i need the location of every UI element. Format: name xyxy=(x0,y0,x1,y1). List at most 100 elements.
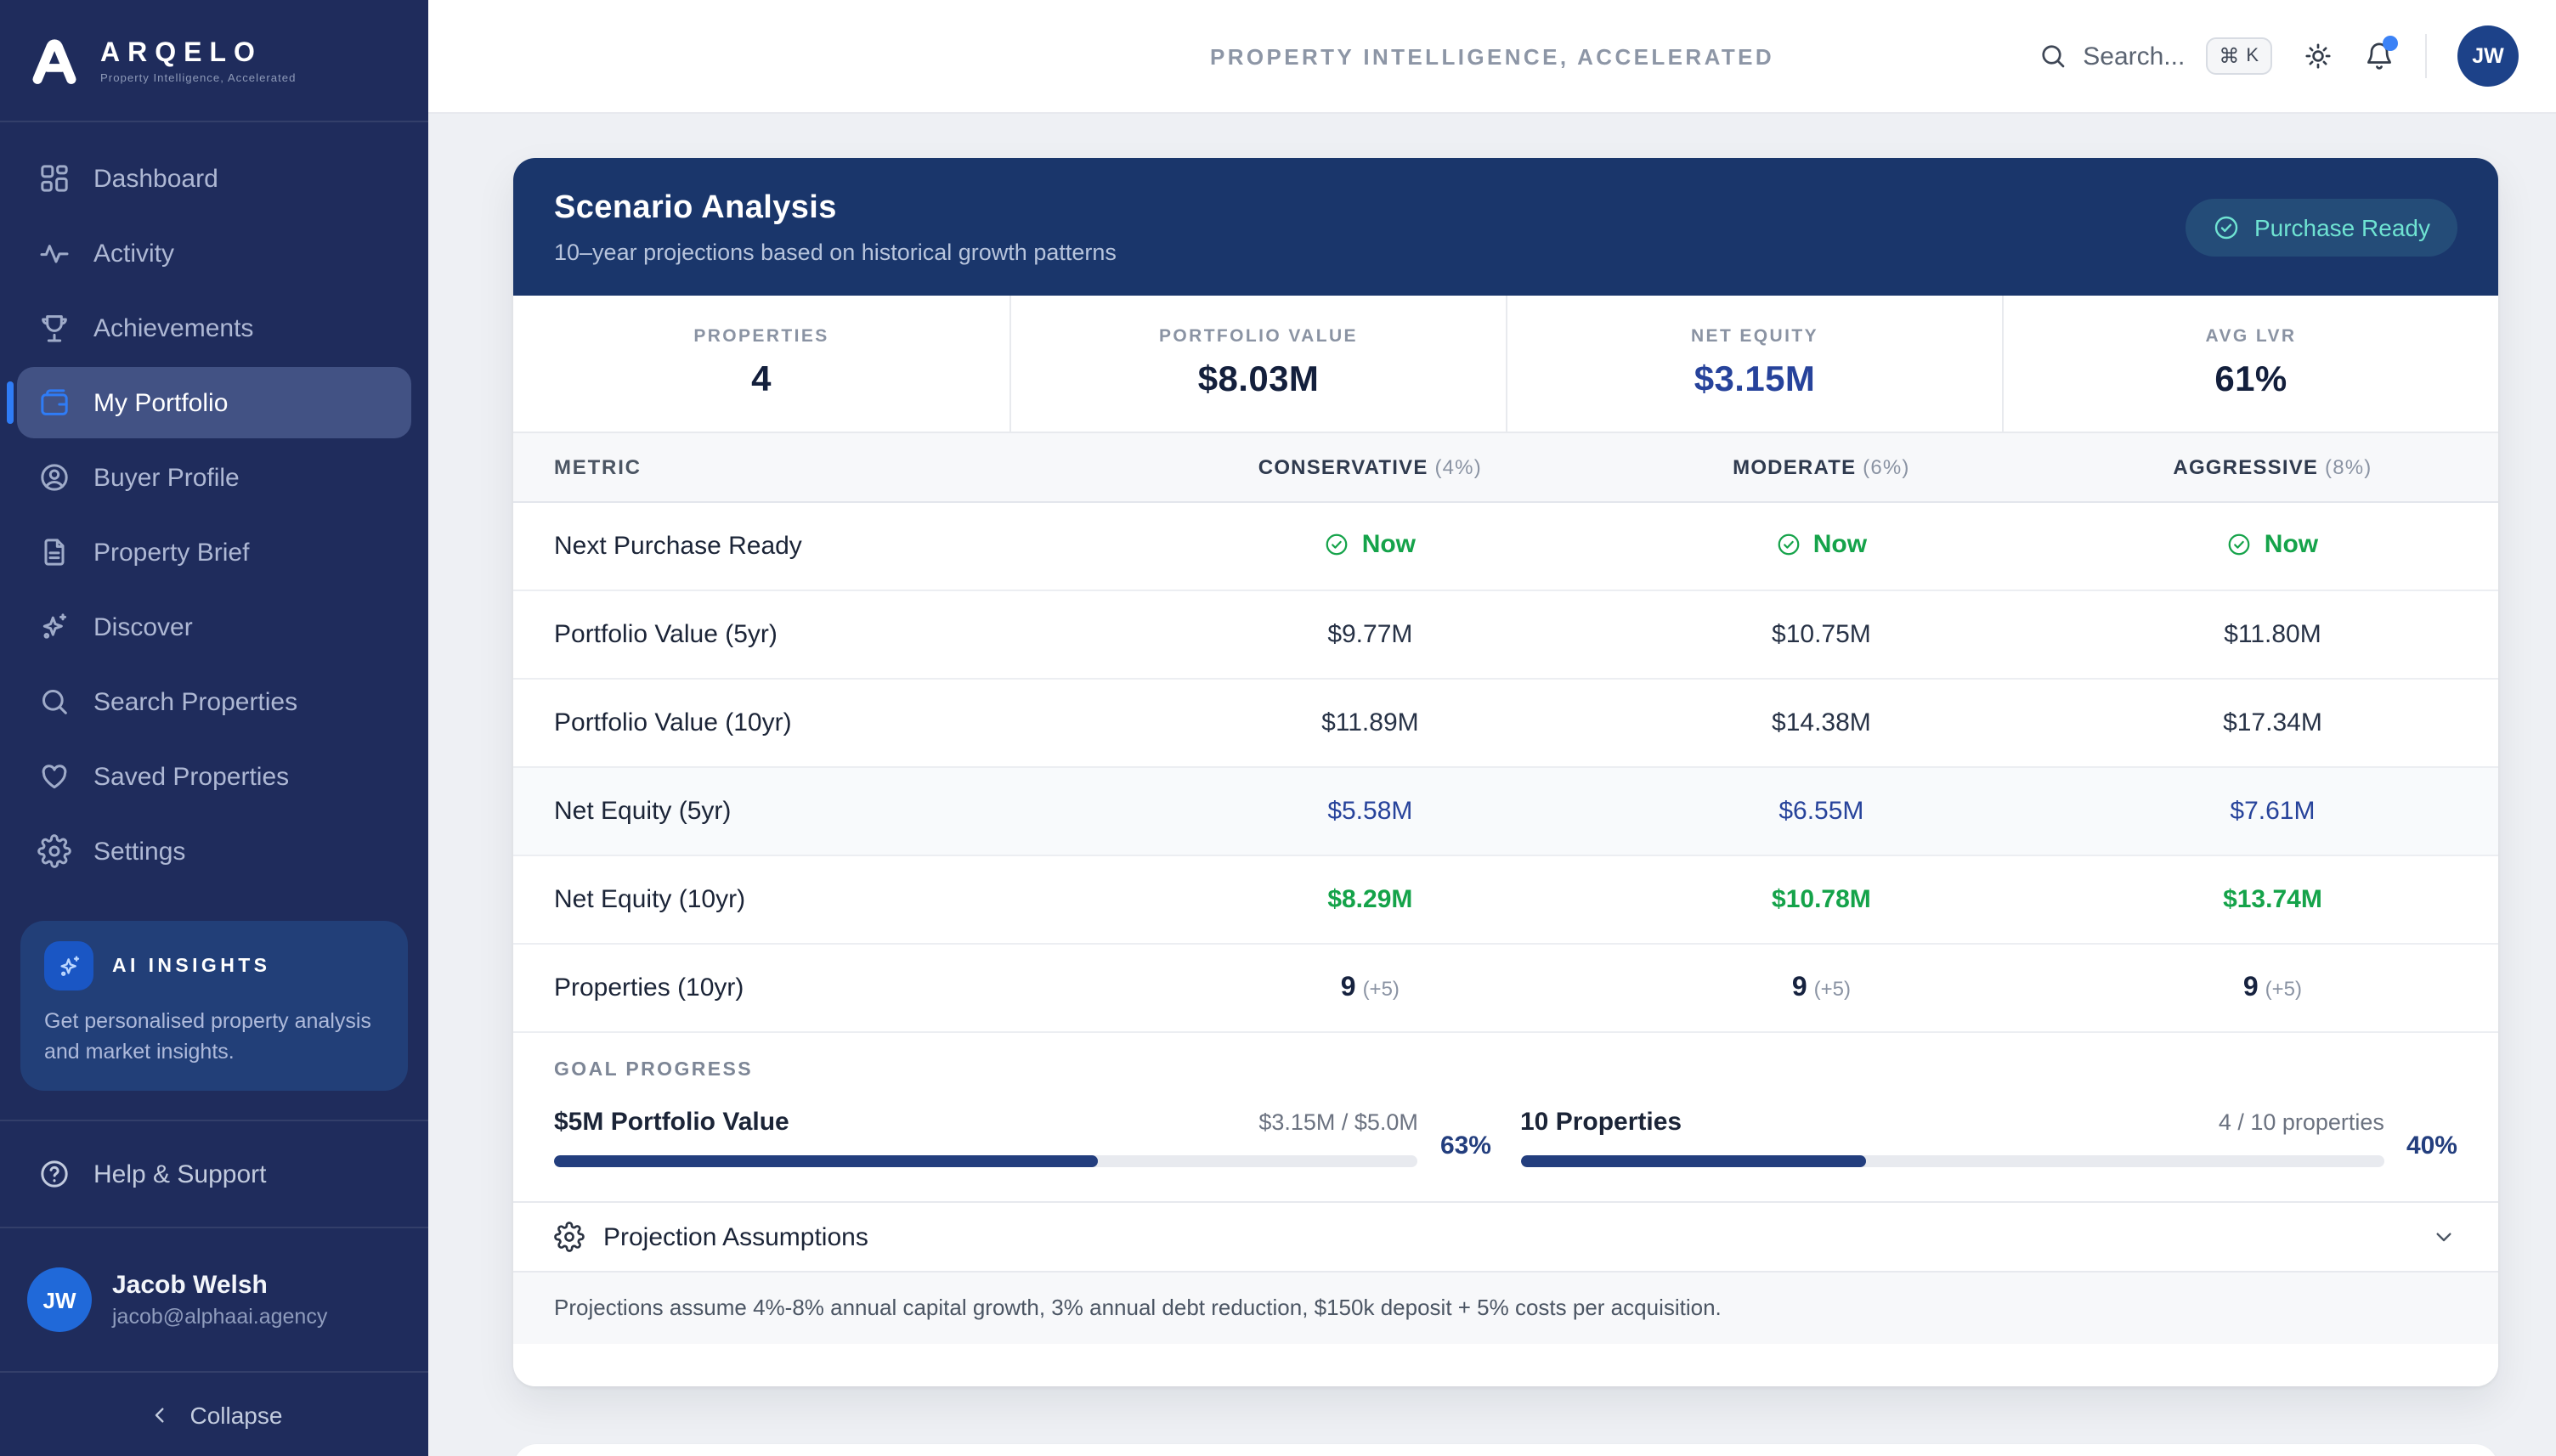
goal-progress-bar xyxy=(1520,1155,2384,1167)
wallet-icon xyxy=(37,386,71,420)
sidebar-item-help-support[interactable]: Help & Support xyxy=(0,1120,428,1227)
assumptions-note: Projections assume 4%-8% annual capital … xyxy=(513,1273,2498,1344)
goal-progress-section: GOAL PROGRESS $5M Portfolio Value $3.15M… xyxy=(513,1033,2498,1201)
goal-progress-label: $3.15M / $5.0M xyxy=(1258,1109,1418,1135)
gear-icon xyxy=(37,834,71,868)
sidebar-collapse-button[interactable]: Collapse xyxy=(0,1371,428,1456)
stat-value: $3.15M xyxy=(1694,360,1816,401)
cell-value: $6.55M xyxy=(1596,797,2047,826)
table-row-net-equity-10yr-: Net Equity (10yr)$8.29M$10.78M$13.74M xyxy=(513,856,2498,945)
sidebar-item-search-properties[interactable]: Search Properties xyxy=(17,666,411,737)
command-key-icon: ⌘ xyxy=(2219,44,2239,68)
stat-label: AVG LVR xyxy=(2205,326,2296,347)
cell-value: $9.77M xyxy=(1145,620,1596,649)
sidebar-item-activity[interactable]: Activity xyxy=(17,217,411,289)
stat-avg-lvr: AVG LVR 61% xyxy=(2002,296,2498,432)
sidebar-item-my-portfolio[interactable]: My Portfolio xyxy=(17,367,411,438)
goal--5m-portfolio-value: $5M Portfolio Value $3.15M / $5.0M 63% xyxy=(554,1108,1491,1167)
scenario-column-header-conservative: CONSERVATIVE (4%) xyxy=(1145,455,1596,479)
table-row-next-purchase-ready: Next Purchase Ready Now Now Now xyxy=(513,503,2498,591)
table-row-properties-10yr-: Properties (10yr)9(+5)9(+5)9(+5) xyxy=(513,945,2498,1033)
goal-progress-fill xyxy=(554,1155,1099,1167)
sidebar-item-label: Activity xyxy=(93,239,174,268)
sidebar-item-label: Property Brief xyxy=(93,538,249,567)
sidebar-item-dashboard[interactable]: Dashboard xyxy=(17,143,411,214)
stat-label: PROPERTIES xyxy=(693,326,828,347)
sidebar-item-achievements[interactable]: Achievements xyxy=(17,292,411,364)
sparkles-icon xyxy=(37,610,71,644)
cell-value: $10.75M xyxy=(1596,620,2047,649)
scenario-subtitle: 10–year projections based on historical … xyxy=(554,239,1117,264)
scenario-column-header-moderate: MODERATE (6%) xyxy=(1596,455,2047,479)
search-icon xyxy=(37,685,71,719)
trophy-icon xyxy=(37,311,71,345)
dashboard-icon xyxy=(37,161,71,195)
check-circle-icon xyxy=(2227,531,2253,556)
scenario-card-header: Scenario Analysis 10–year projections ba… xyxy=(513,158,2498,296)
sidebar-nav: Dashboard Activity Achievements My Portf… xyxy=(0,121,428,887)
sidebar-item-saved-properties[interactable]: Saved Properties xyxy=(17,741,411,812)
scenario-analysis-card: Scenario Analysis 10–year projections ba… xyxy=(513,158,2498,1386)
table-row-net-equity-5yr-: Net Equity (5yr)$5.58M$6.55M$7.61M xyxy=(513,768,2498,856)
topbar: PROPERTY INTELLIGENCE, ACCELERATED Searc… xyxy=(428,0,2556,114)
search-shortcut-chip: ⌘ K xyxy=(2205,37,2272,75)
metric-column-header: METRIC xyxy=(513,455,1145,479)
brand-tagline: Property Intelligence, Accelerated xyxy=(100,72,296,84)
sidebar-item-settings[interactable]: Settings xyxy=(17,815,411,887)
sidebar-item-property-brief[interactable]: Property Brief xyxy=(17,516,411,588)
sidebar-item-label: Saved Properties xyxy=(93,762,289,791)
user-profile-block[interactable]: JW Jacob Welsh jacob@alphaai.agency xyxy=(0,1227,428,1371)
heart-icon xyxy=(37,759,71,793)
ai-insights-title: AI INSIGHTS xyxy=(112,956,270,976)
cell-count: 9(+5) xyxy=(1596,973,2047,1003)
table-row-portfolio-value-10yr-: Portfolio Value (10yr)$11.89M$14.38M$17.… xyxy=(513,680,2498,768)
shortcut-key-label: K xyxy=(2246,46,2259,66)
topbar-title: PROPERTY INTELLIGENCE, ACCELERATED xyxy=(1210,43,1774,69)
app-window: ARQELO Property Intelligence, Accelerate… xyxy=(0,0,2556,1456)
goal-progress-bar xyxy=(554,1155,1418,1167)
sidebar-item-label: My Portfolio xyxy=(93,388,228,417)
cell-count: 9(+5) xyxy=(2047,973,2498,1003)
brand-name: ARQELO xyxy=(100,38,296,69)
collapse-label: Collapse xyxy=(190,1401,283,1428)
sparkles-icon xyxy=(55,952,82,979)
cell-value: $17.34M xyxy=(2047,708,2498,737)
activity-icon xyxy=(37,236,71,270)
sidebar-item-label: Dashboard xyxy=(93,164,218,193)
table-row-portfolio-value-5yr-: Portfolio Value (5yr)$9.77M$10.75M$11.80… xyxy=(513,591,2498,680)
goal-name: 10 Properties xyxy=(1520,1108,1682,1137)
stat-properties: PROPERTIES 4 xyxy=(513,296,1009,432)
notifications-button[interactable] xyxy=(2364,41,2395,71)
cell-value: $13.74M xyxy=(2047,885,2498,914)
goal-percent: 63% xyxy=(1440,1132,1491,1160)
search-icon xyxy=(2037,41,2067,71)
arqelo-logo-icon xyxy=(25,32,83,90)
stat-value: $8.03M xyxy=(1198,360,1320,401)
ai-insights-description: Get personalised property analysis and m… xyxy=(44,1005,384,1069)
brand-logo[interactable]: ARQELO Property Intelligence, Accelerate… xyxy=(0,0,428,121)
card-bottom-padding xyxy=(513,1344,2498,1386)
gear-icon xyxy=(554,1222,585,1252)
cell-value: $11.89M xyxy=(1145,708,1596,737)
chevron-down-icon xyxy=(2430,1223,2457,1250)
projection-assumptions-toggle[interactable]: Projection Assumptions xyxy=(513,1201,2498,1273)
ai-insights-card[interactable]: AI INSIGHTS Get personalised property an… xyxy=(20,920,408,1091)
sidebar: ARQELO Property Intelligence, Accelerate… xyxy=(0,0,428,1456)
row-metric-label: Net Equity (5yr) xyxy=(513,797,1145,826)
cell-status: Now xyxy=(1596,529,2047,563)
document-icon xyxy=(37,535,71,569)
sidebar-item-discover[interactable]: Discover xyxy=(17,591,411,663)
scenario-column-header-aggressive: AGGRESSIVE (8%) xyxy=(2047,455,2498,479)
topbar-avatar[interactable]: JW xyxy=(2457,25,2519,87)
projection-assumptions-label: Projection Assumptions xyxy=(603,1222,868,1251)
cell-status: Now xyxy=(1145,529,1596,563)
sidebar-item-buyer-profile[interactable]: Buyer Profile xyxy=(17,442,411,513)
stat-net-equity: NET EQUITY $3.15M xyxy=(1506,296,2002,432)
sidebar-item-label: Settings xyxy=(93,837,185,866)
goal-progress-label: 4 / 10 properties xyxy=(2219,1109,2384,1135)
theme-toggle-button[interactable] xyxy=(2303,41,2333,71)
user-name: Jacob Welsh xyxy=(112,1271,327,1300)
stat-value: 4 xyxy=(751,360,772,401)
search-input[interactable]: Search... ⌘ K xyxy=(2037,37,2272,75)
next-card-partial xyxy=(513,1444,2498,1456)
